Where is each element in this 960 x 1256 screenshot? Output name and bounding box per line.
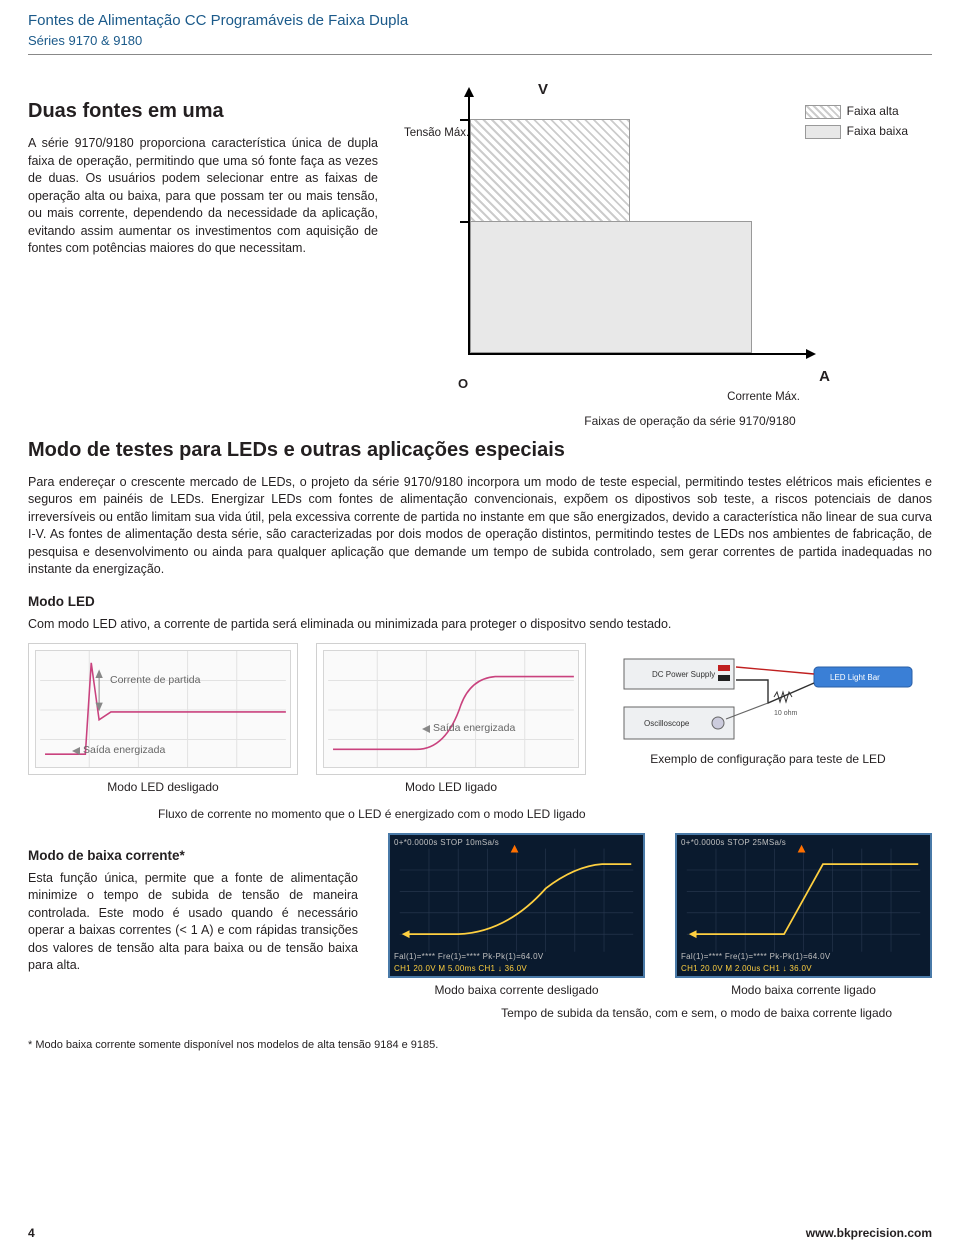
modo-baixa-para: Esta função única, permite que a fonte d… bbox=[28, 870, 358, 975]
modo-led-heading: Modo LED bbox=[28, 593, 932, 612]
footnote: * Modo baixa corrente somente disponível… bbox=[28, 1038, 932, 1053]
footer-url: www.bkprecision.com bbox=[806, 1225, 932, 1242]
modo-baixa-heading: Modo de baixa corrente* bbox=[28, 847, 358, 866]
scope-off-energ: Saída energizada bbox=[83, 744, 165, 756]
header-subtitle: Séries 9170 & 9180 bbox=[28, 32, 932, 50]
scope-off-spike-label: Corrente de partida bbox=[110, 673, 200, 688]
va-tensao-label: Tensão Máx. bbox=[404, 125, 469, 141]
header-rule bbox=[28, 54, 932, 55]
osc-on: 0+*0.0000s STOP 25MSa/s Fal(1)=**** Fre(… bbox=[675, 833, 932, 999]
scope-on-energ: Saída energizada bbox=[433, 722, 515, 734]
va-legend: Faixa alta Faixa baixa bbox=[805, 103, 908, 140]
footer: 4 www.bkprecision.com bbox=[28, 1225, 932, 1242]
osc-off-b2: CH1 20.0V M 5.00ms CH1 ↓ 36.0V bbox=[394, 963, 639, 974]
osc-off-caption: Modo baixa corrente desligado bbox=[388, 982, 645, 999]
va-corrente-label: Corrente Máx. bbox=[727, 389, 800, 405]
setup-diagram: DC Power Supply Oscilloscope LED Light B… bbox=[604, 653, 932, 747]
flow-caption: Fluxo de corrente no momento que o LED é… bbox=[158, 806, 932, 823]
page-number: 4 bbox=[28, 1225, 35, 1242]
svg-text:10 ohm: 10 ohm bbox=[774, 710, 798, 717]
section2-heading: Modo de testes para LEDs e outras aplica… bbox=[28, 436, 932, 464]
osc-off-b1: Fal(1)=**** Fre(1)=**** Pk-Pk(1)=64.0V bbox=[394, 951, 639, 962]
modo-led-para: Com modo LED ativo, a corrente de partid… bbox=[28, 616, 678, 634]
section2-para: Para endereçar o crescente mercado de LE… bbox=[28, 474, 932, 579]
section1-heading: Duas fontes em uma bbox=[28, 97, 378, 125]
section1-para: A série 9170/9180 proporciona caracterís… bbox=[28, 135, 378, 258]
osc-on-b2: CH1 20.0V M 2.00us CH1 ↓ 36.0V bbox=[681, 963, 926, 974]
va-chart: V Tensão Máx. A O Corrente Máx. Faixa al… bbox=[408, 75, 932, 430]
setup-caption: Exemplo de configuração para teste de LE… bbox=[604, 751, 932, 768]
osc-pair-caption: Tempo de subida da tensão, com e sem, o … bbox=[28, 1005, 932, 1022]
svg-text:Oscilloscope: Oscilloscope bbox=[644, 719, 690, 728]
legend-high: Faixa alta bbox=[847, 104, 899, 118]
osc-off: 0+*0.0000s STOP 10mSa/s Fal(1)=**** Fre(… bbox=[388, 833, 645, 999]
svg-text:DC Power Supply: DC Power Supply bbox=[652, 670, 715, 679]
va-x-label: A bbox=[819, 366, 830, 387]
scope-on-caption: Modo LED ligado bbox=[316, 779, 586, 796]
header-title: Fontes de Alimentação CC Programáveis de… bbox=[28, 10, 932, 31]
led-mode-figures: Corrente de partida Saída energizada Mod… bbox=[28, 643, 932, 796]
va-caption: Faixas de operação da série 9170/9180 bbox=[448, 413, 932, 430]
scope-off-caption: Modo LED desligado bbox=[28, 779, 298, 796]
osc-on-b1: Fal(1)=**** Fre(1)=**** Pk-Pk(1)=64.0V bbox=[681, 951, 926, 962]
va-origin: O bbox=[458, 375, 468, 393]
legend-low: Faixa baixa bbox=[847, 124, 908, 138]
osc-on-caption: Modo baixa corrente ligado bbox=[675, 982, 932, 999]
scope-on-svg bbox=[324, 651, 578, 767]
doc-header: Fontes de Alimentação CC Programáveis de… bbox=[28, 10, 932, 50]
svg-text:LED Light Bar: LED Light Bar bbox=[830, 673, 880, 682]
